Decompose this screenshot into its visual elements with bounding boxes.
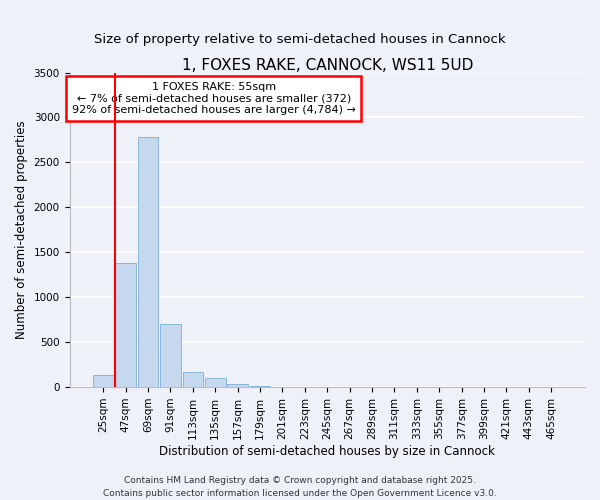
Bar <box>93 374 113 387</box>
Text: Contains HM Land Registry data © Crown copyright and database right 2025.
Contai: Contains HM Land Registry data © Crown c… <box>103 476 497 498</box>
Text: Size of property relative to semi-detached houses in Cannock: Size of property relative to semi-detach… <box>94 32 506 46</box>
Bar <box>205 378 226 387</box>
Title: 1, FOXES RAKE, CANNOCK, WS11 5UD: 1, FOXES RAKE, CANNOCK, WS11 5UD <box>182 58 473 72</box>
Bar <box>182 372 203 387</box>
Bar <box>160 324 181 387</box>
Bar <box>227 384 248 387</box>
Y-axis label: Number of semi-detached properties: Number of semi-detached properties <box>15 120 28 339</box>
Text: 1 FOXES RAKE: 55sqm
← 7% of semi-detached houses are smaller (372)
92% of semi-d: 1 FOXES RAKE: 55sqm ← 7% of semi-detache… <box>72 82 356 115</box>
Bar <box>250 386 271 387</box>
Bar <box>138 137 158 387</box>
Bar <box>115 263 136 387</box>
X-axis label: Distribution of semi-detached houses by size in Cannock: Distribution of semi-detached houses by … <box>160 444 495 458</box>
